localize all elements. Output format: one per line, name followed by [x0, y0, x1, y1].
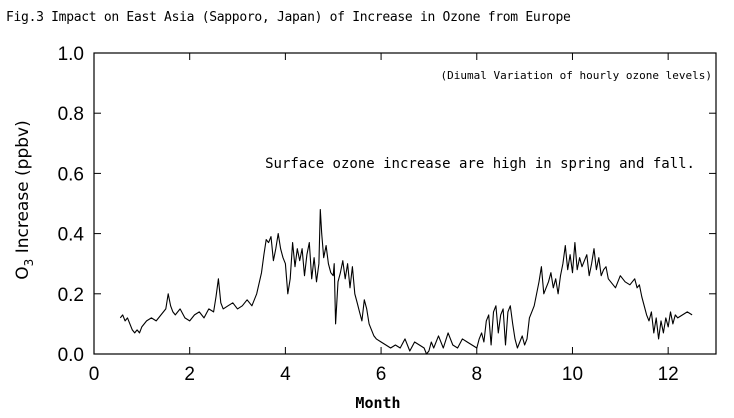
x-tick-label: 12 — [658, 364, 679, 385]
y-tick-label: 1.0 — [58, 44, 84, 65]
y-axis-label-subscript: 3 — [22, 259, 36, 267]
x-tick-label: 0 — [89, 364, 100, 385]
x-tick-label: 8 — [471, 364, 482, 385]
y-axis-label: O3 Increase (ppbv) — [13, 120, 36, 279]
x-axis-ticks: 0 2 4 6 8 10 12 — [89, 53, 679, 385]
y-tick-label: 0.2 — [58, 285, 84, 306]
annotation-subtitle: (Diumal Variation of hourly ozone levels… — [440, 69, 712, 82]
y-tick-label: 0.8 — [58, 104, 84, 125]
x-tick-label: 2 — [184, 364, 195, 385]
x-axis-label: Month — [355, 394, 400, 412]
x-tick-label: 10 — [562, 364, 583, 385]
series-line — [119, 208, 693, 355]
x-tick-label: 6 — [376, 364, 387, 385]
annotation-main: Surface ozone increase are high in sprin… — [265, 156, 695, 172]
y-tick-label: 0.6 — [58, 164, 84, 185]
y-tick-label: 0.0 — [58, 345, 84, 366]
plot-frame — [93, 52, 717, 355]
y-axis-label-rest: Increase (ppbv) — [13, 120, 33, 258]
y-tick-label: 0.4 — [58, 225, 85, 246]
y-axis-label-main: O — [13, 266, 33, 279]
x-tick-label: 4 — [280, 364, 291, 385]
figure-caption: Fig.3 Impact on East Asia (Sapporo, Japa… — [6, 10, 571, 25]
y-axis-ticks: 0.0 0.2 0.4 0.6 0.8 1.0 — [58, 44, 716, 366]
